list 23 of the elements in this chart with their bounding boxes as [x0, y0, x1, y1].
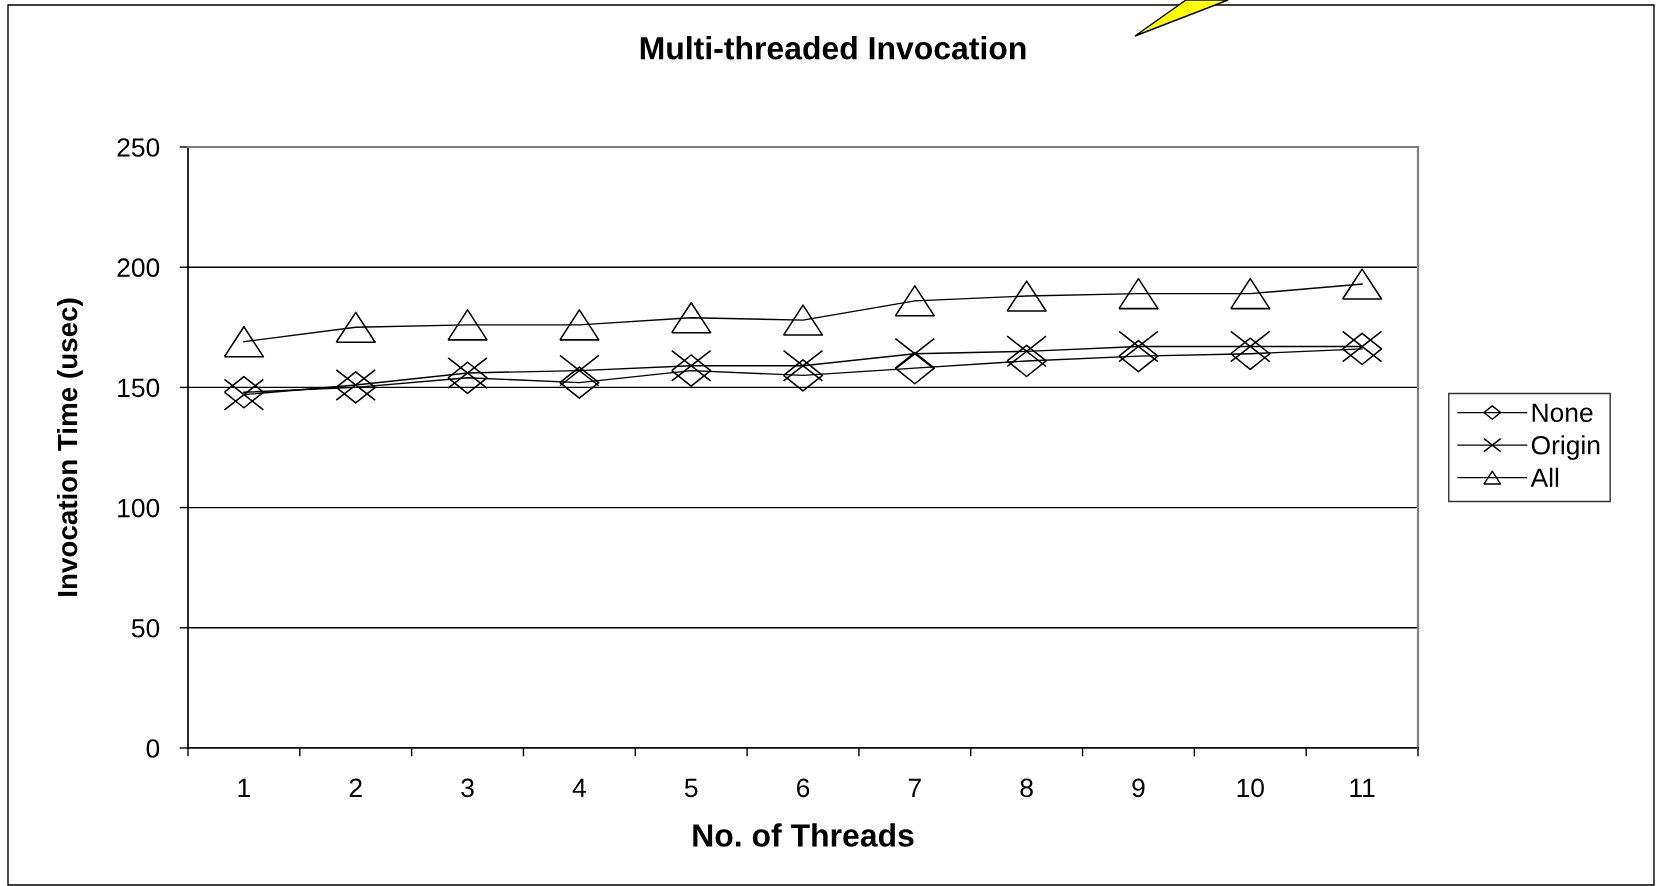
y-tick-label: 150: [118, 378, 160, 398]
x-tick-label: 6: [797, 778, 810, 798]
x-tick-label: 5: [684, 778, 698, 798]
x-tick-label: 9: [1132, 778, 1145, 798]
x-axis-title: No. of Threads: [693, 823, 914, 847]
x-tick-label: 4: [572, 778, 586, 797]
x-tick-label: 7: [908, 778, 921, 797]
y-tick-label: 100: [118, 498, 160, 518]
chart-title: Multi-threaded Invocation: [640, 36, 1026, 60]
y-tick-label: 0: [146, 739, 160, 758]
legend-label: None: [1532, 403, 1593, 423]
y-axis-title: Invocation Time (usec): [56, 298, 83, 596]
y-tick-label: 50: [131, 618, 160, 638]
x-tick-label: 3: [461, 778, 474, 798]
x-tick-label: 2: [349, 778, 362, 797]
x-tick-label: 11: [1350, 778, 1375, 797]
x-tick-label: 1: [238, 778, 250, 797]
legend-label: All: [1530, 467, 1559, 487]
y-tick-label: 250: [117, 138, 160, 157]
y-tick-label: 200: [117, 258, 160, 278]
x-tick-label: 8: [1020, 778, 1033, 798]
legend-label: Origin: [1531, 435, 1600, 460]
x-tick-label: 10: [1237, 778, 1264, 798]
